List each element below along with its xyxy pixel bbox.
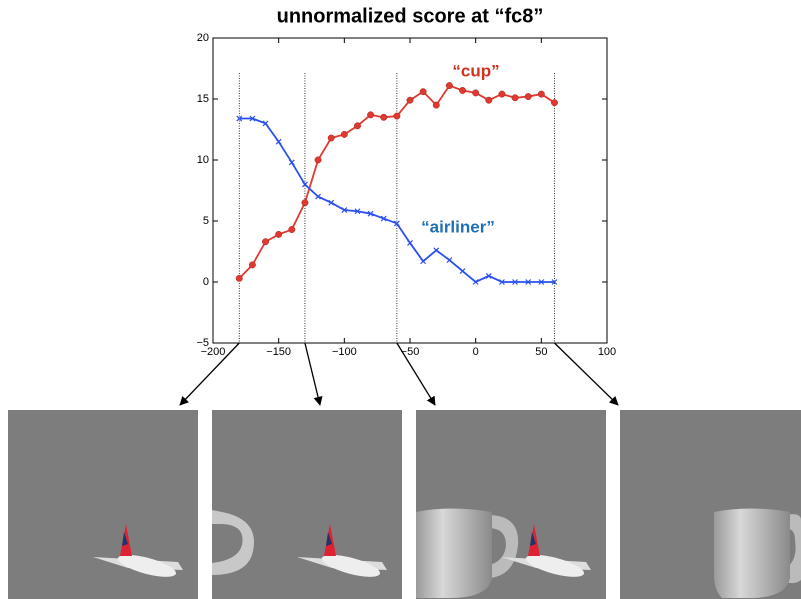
y-tick-label: 0 [203, 276, 209, 288]
point [341, 131, 347, 137]
point [538, 91, 544, 97]
y-tick-label: 5 [203, 215, 209, 227]
arrow [305, 343, 320, 405]
image-2 [212, 410, 402, 599]
point [302, 200, 308, 206]
point [512, 95, 518, 101]
point [472, 90, 478, 96]
x-tick-label: −200 [201, 346, 226, 358]
point [381, 114, 387, 120]
point [328, 135, 334, 141]
plot-frame [213, 38, 607, 343]
point [262, 239, 268, 245]
x-tick-label: −100 [332, 346, 357, 358]
series-label: “cup” [452, 61, 499, 80]
point [315, 157, 321, 163]
point [486, 97, 492, 103]
image-4 [620, 410, 801, 599]
x-tick-label: −150 [266, 346, 291, 358]
point [249, 262, 255, 268]
point [525, 93, 531, 99]
point [394, 113, 400, 119]
page: unnormalized score at “fc8” −50 5 10 15 20 −2… [0, 0, 801, 599]
point [354, 123, 360, 129]
point [367, 112, 373, 118]
point [499, 91, 505, 97]
series-label: “airliner” [421, 217, 495, 236]
point [433, 102, 439, 108]
point [420, 88, 426, 94]
image-3 [416, 410, 606, 599]
images [8, 410, 801, 599]
chart-title: unnormalized score at “fc8” [277, 5, 544, 27]
point [407, 97, 413, 103]
point [236, 275, 242, 281]
y-tick-label: 15 [197, 93, 209, 105]
point [459, 87, 465, 93]
image-1 [8, 410, 198, 599]
x-tick-label: −50 [401, 346, 420, 358]
x-tick-label: 50 [535, 346, 547, 358]
point [275, 231, 281, 237]
point [551, 99, 557, 105]
x-tick-label: 100 [598, 346, 616, 358]
figure: unnormalized score at “fc8” −50 5 10 15 20 −2… [0, 0, 801, 599]
point [289, 226, 295, 232]
y-tick-label: 10 [197, 154, 209, 166]
x-tick-label: 0 [473, 346, 479, 358]
point [446, 82, 452, 88]
y-tick-label: 20 [197, 32, 209, 44]
